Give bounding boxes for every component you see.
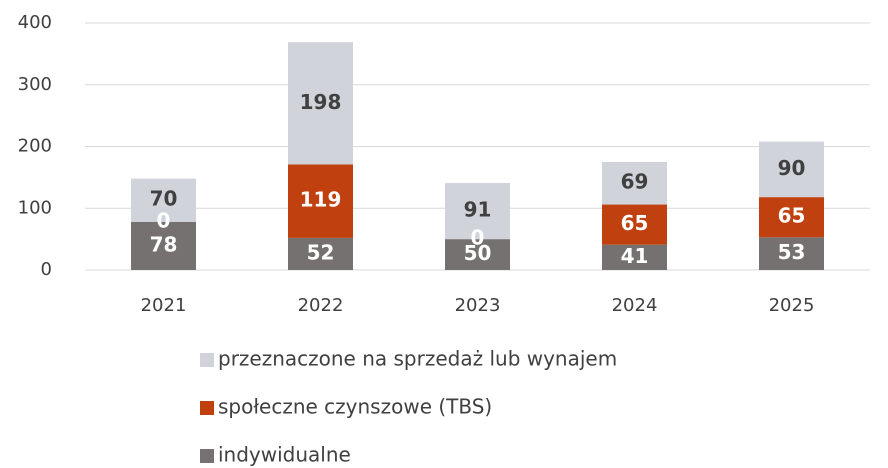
y-tick-label: 300 <box>18 74 52 95</box>
legend-swatch <box>200 353 214 367</box>
bar-segment <box>602 161 667 205</box>
data-label: 90 <box>778 156 806 180</box>
legend-label: społeczne czynszowe (TBS) <box>218 395 492 419</box>
y-tick-label: 0 <box>41 259 52 280</box>
bar-segment <box>131 178 196 222</box>
legend-label: indywidualne <box>218 443 351 467</box>
bar-segment <box>131 221 196 270</box>
data-label: 50 <box>464 241 492 265</box>
x-tick-label: 2023 <box>455 295 501 316</box>
data-label: 70 <box>150 187 178 211</box>
data-label: 52 <box>307 240 335 264</box>
x-tick-label: 2025 <box>769 295 815 316</box>
data-label: 65 <box>778 204 806 228</box>
legend-swatch <box>200 401 214 415</box>
bar-segment <box>602 244 667 270</box>
bar-segment <box>445 239 510 270</box>
bar-segment <box>759 237 824 270</box>
bar-segment <box>288 164 353 238</box>
data-label: 0 <box>157 208 171 232</box>
data-label: 65 <box>621 211 649 235</box>
bar-segment <box>759 197 824 238</box>
data-label: 69 <box>621 170 649 194</box>
bar-segment <box>445 182 510 240</box>
x-tick-label: 2022 <box>298 295 344 316</box>
bar-segment <box>288 42 353 165</box>
legend-swatch <box>200 449 214 463</box>
bar-segment <box>759 141 824 198</box>
y-tick-label: 200 <box>18 136 52 157</box>
data-label: 0 <box>471 226 485 250</box>
data-label: 41 <box>621 244 649 268</box>
data-label: 53 <box>778 240 806 264</box>
y-tick-label: 400 <box>18 12 52 33</box>
x-tick-label: 2024 <box>612 295 658 316</box>
bar-segment <box>602 204 667 245</box>
data-label: 91 <box>464 198 492 222</box>
data-label: 78 <box>150 232 178 256</box>
y-tick-label: 100 <box>18 197 52 218</box>
data-label: 119 <box>300 188 342 212</box>
data-label: 198 <box>300 90 342 114</box>
x-tick-label: 2021 <box>141 295 187 316</box>
bar-segment <box>288 237 353 270</box>
legend-label: przeznaczone na sprzedaż lub wynajem <box>218 347 617 371</box>
